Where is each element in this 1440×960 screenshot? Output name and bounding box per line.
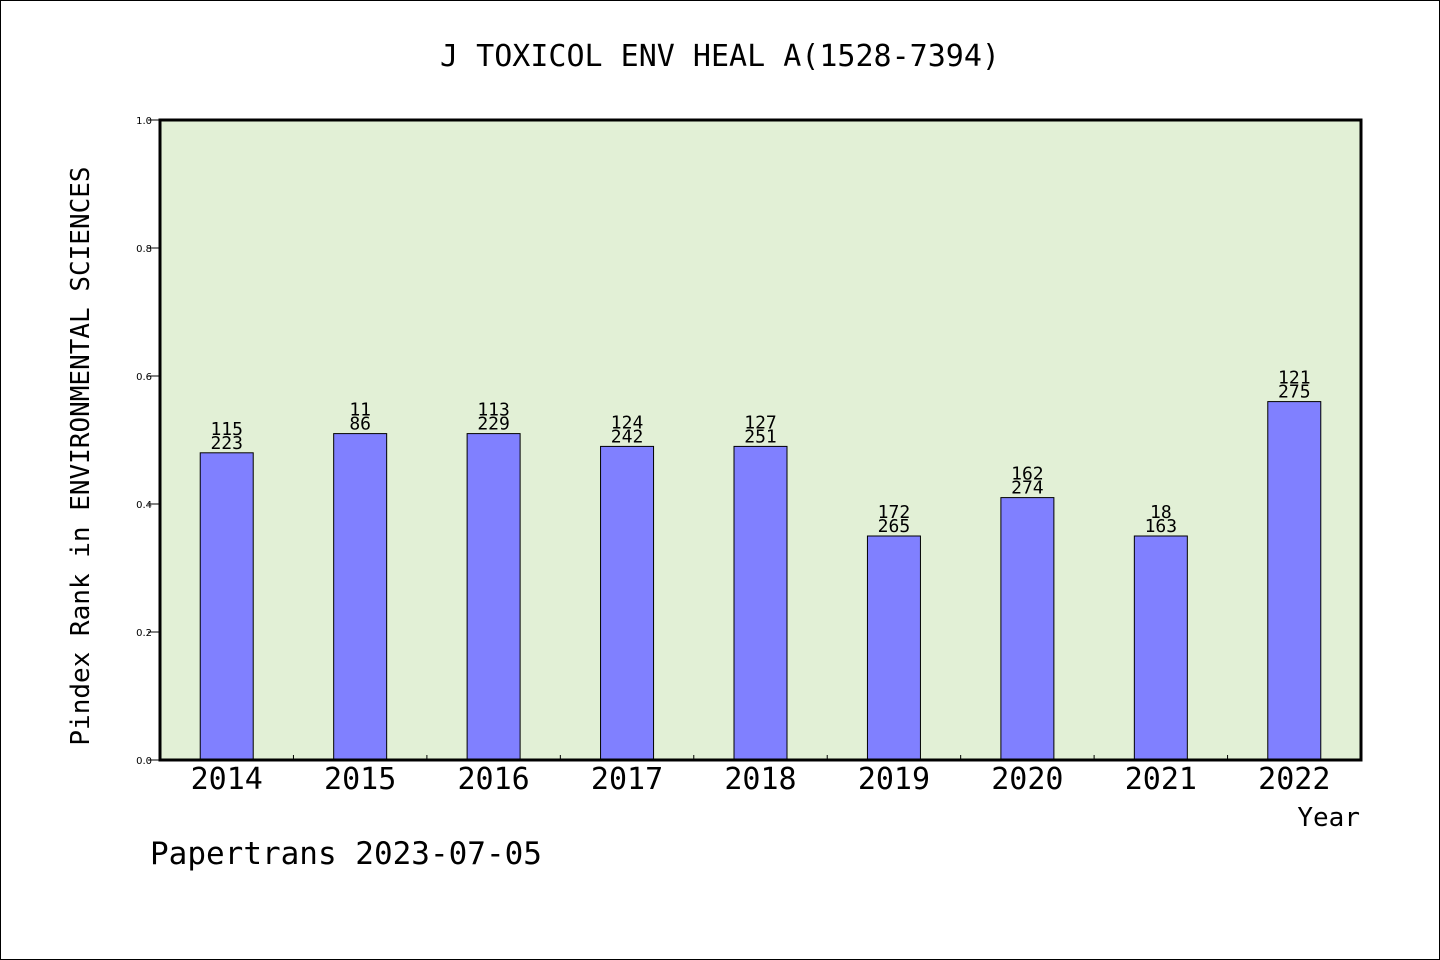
bar-label-top: 121 <box>1278 368 1311 389</box>
x-axis-label: Year <box>1297 803 1360 833</box>
bar-label-bottom: 265 <box>878 516 911 537</box>
x-tick-label: 2017 <box>591 762 663 797</box>
bar-2021 <box>1133 535 1188 761</box>
x-tick-label: 2019 <box>858 762 930 797</box>
plot-border <box>158 118 1363 762</box>
bar-label-top: 18 <box>1150 502 1172 523</box>
y-tick-label: 1.0 <box>136 116 152 127</box>
x-tick-label: 2016 <box>457 762 529 797</box>
bar-label-bottom: 223 <box>210 433 243 454</box>
y-tick-label: 0.8 <box>136 244 152 255</box>
bar-label-top: 127 <box>744 412 777 433</box>
y-tick-label: 0.6 <box>136 372 152 383</box>
x-tick-label: 2015 <box>324 762 396 797</box>
bar-2018 <box>733 445 788 761</box>
bar-2015 <box>333 433 388 761</box>
x-tick-label: 2018 <box>724 762 796 797</box>
bar-label-bottom: 274 <box>1011 478 1044 499</box>
bar-label-top: 113 <box>477 400 510 421</box>
bar-label-top: 162 <box>1011 464 1044 485</box>
bar-label-top: 172 <box>878 502 911 523</box>
x-tick-label: 2020 <box>991 762 1063 797</box>
bar-label-bottom: 275 <box>1278 382 1311 403</box>
y-tick-label: 0.2 <box>136 628 152 639</box>
bar-label-top: 11 <box>349 400 371 421</box>
bar-2014 <box>199 452 254 761</box>
y-tick-label: 0.4 <box>136 500 152 511</box>
x-tick-label: 2021 <box>1125 762 1197 797</box>
bar-label-bottom: 251 <box>744 426 777 447</box>
bar-2022 <box>1267 401 1322 761</box>
x-tick-label: 2014 <box>191 762 263 797</box>
bar-2019 <box>866 535 921 761</box>
bar-label-bottom: 242 <box>611 426 644 447</box>
bar-label-top: 115 <box>210 419 243 440</box>
bar-2017 <box>600 445 655 761</box>
bar-2016 <box>466 433 521 761</box>
footer-credit: Papertrans 2023-07-05 <box>150 836 542 872</box>
bar-2020 <box>1000 497 1055 761</box>
y-axis-label: Pindex Rank in ENVIRONMENTAL SCIENCES <box>66 166 96 745</box>
bar-label-bottom: 163 <box>1145 516 1178 537</box>
x-tick-label: 2022 <box>1258 762 1330 797</box>
bar-label-bottom: 86 <box>349 414 371 435</box>
bar-label-bottom: 229 <box>477 414 510 435</box>
bar-label-top: 124 <box>611 412 644 433</box>
y-tick-label: 0.0 <box>136 756 152 767</box>
chart-title: J TOXICOL ENV HEAL A(1528-7394) <box>440 39 1000 74</box>
